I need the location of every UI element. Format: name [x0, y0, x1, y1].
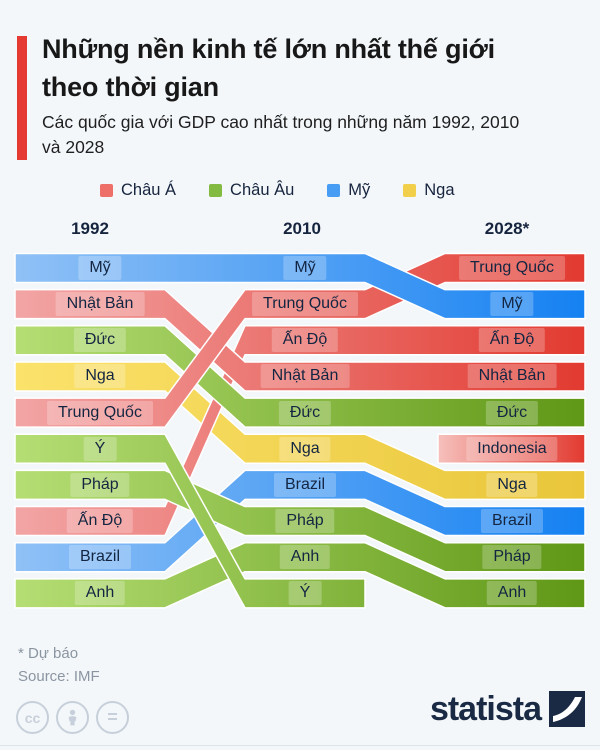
ribbon-Pháp: [14, 469, 586, 573]
column-header-2010: 2010: [283, 219, 321, 238]
attribution-person-icon[interactable]: [56, 701, 89, 734]
asia-swatch-icon: [100, 184, 113, 197]
ribbon-Trung Quốc: [14, 252, 586, 428]
statista-logo-mark-icon: [549, 691, 585, 727]
ribbon-Indonesia: [437, 433, 586, 464]
legend-label: Nga: [424, 181, 455, 199]
ribbon-Nga: [14, 361, 586, 501]
legend-label: Châu Âu: [230, 181, 295, 199]
legend-item-russia: Nga: [403, 181, 455, 200]
source-note: Source: IMF: [18, 667, 100, 685]
ribbon-Ý: [14, 433, 366, 609]
ribbon-Mỹ: [14, 252, 586, 320]
legend-item-americas: Mỹ: [327, 181, 370, 200]
legend-label: Châu Á: [121, 181, 177, 199]
subtitle-line1: Các quốc gia với GDP cao nhất trong nhữn…: [42, 112, 520, 132]
statista-logo-text: statista: [429, 690, 542, 728]
russia-swatch-icon: [403, 184, 417, 197]
footnote: * Dự báo Source: IMF: [18, 643, 100, 688]
forecast-note: * Dự báo: [18, 645, 79, 662]
license-icons: cc =: [16, 701, 129, 734]
equal-icon-text: =: [107, 707, 118, 727]
accent-bar: [17, 36, 27, 160]
legend-label: Mỹ: [348, 181, 371, 199]
cc-icon[interactable]: cc: [16, 701, 49, 734]
equal-icon[interactable]: =: [96, 701, 129, 734]
page-subtitle: Các quốc gia với GDP cao nhất trong nhữn…: [42, 110, 590, 161]
ribbon-Nhật Bản: [14, 288, 586, 392]
legend: Châu Á Châu Âu Mỹ Nga: [100, 181, 455, 200]
subtitle-line2: và 2028: [42, 137, 105, 158]
legend-item-europe: Châu Âu: [209, 181, 294, 200]
ribbon-Brazil: [14, 469, 586, 573]
column-header-1992: 1992: [71, 219, 109, 238]
legend-item-asia: Châu Á: [100, 181, 176, 200]
person-glyph-icon: [68, 709, 77, 726]
statista-swoosh-icon: [553, 697, 582, 722]
ribbon-Ấn Độ: [14, 325, 586, 537]
title-line1: Những nền kinh tế lớn nhất thế giới: [42, 34, 495, 64]
cc-icon-text: cc: [24, 709, 41, 726]
page-title: Những nền kinh tế lớn nhất thế giới theo…: [42, 30, 587, 107]
europe-swatch-icon: [209, 184, 223, 197]
bottom-divider: [0, 745, 600, 746]
title-line2: theo thời gian: [42, 72, 219, 103]
americas-swatch-icon: [327, 184, 341, 197]
column-header-2028: 2028*: [484, 219, 530, 238]
statista-logo[interactable]: statista: [430, 691, 585, 727]
ribbon-Đức: [14, 325, 586, 428]
ribbon-Anh: [14, 541, 586, 609]
